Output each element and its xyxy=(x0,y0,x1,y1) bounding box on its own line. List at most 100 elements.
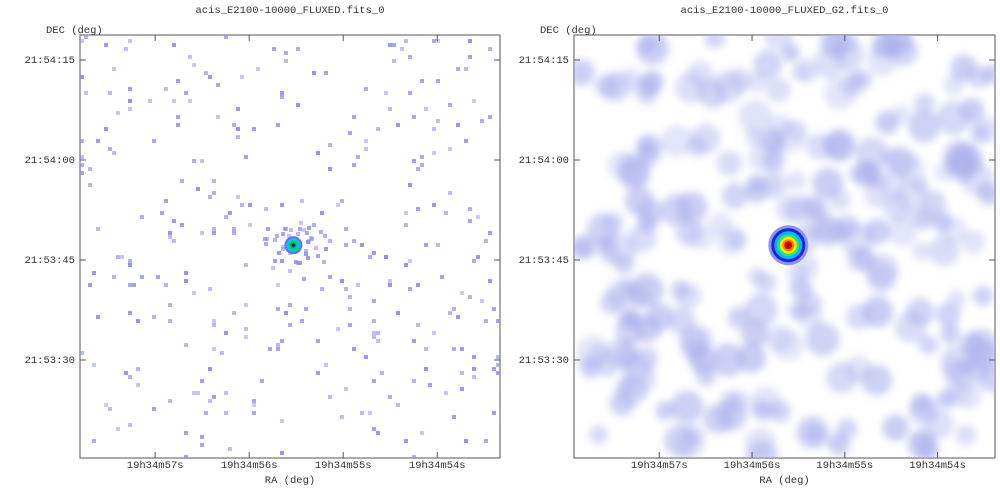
blob xyxy=(710,342,745,377)
pixel xyxy=(288,303,292,307)
pixel xyxy=(164,199,168,203)
pixel xyxy=(128,375,132,379)
pixel xyxy=(368,255,372,259)
pixel xyxy=(208,287,212,291)
pixel xyxy=(364,139,368,143)
pixel xyxy=(280,259,284,263)
pixel xyxy=(316,339,320,343)
pixel xyxy=(284,59,288,63)
pixel xyxy=(388,283,392,287)
pixel xyxy=(416,167,420,171)
pixel xyxy=(472,375,476,379)
pixel xyxy=(328,395,332,399)
pixel xyxy=(306,240,310,244)
pixel xyxy=(92,271,96,275)
pixel xyxy=(276,307,280,311)
pixel xyxy=(328,239,332,243)
y-tick-label: 21:53:45 xyxy=(519,255,569,267)
pixel xyxy=(172,99,176,103)
blob xyxy=(936,100,971,135)
pixel xyxy=(120,255,124,259)
pixel xyxy=(356,283,360,287)
blob xyxy=(776,196,803,223)
blob xyxy=(736,343,767,373)
blob xyxy=(791,62,811,82)
pixel xyxy=(388,279,392,283)
pixel xyxy=(316,371,320,375)
pixel xyxy=(420,431,424,435)
pixel xyxy=(480,299,484,303)
pixel xyxy=(168,235,172,239)
pixel xyxy=(340,415,344,419)
blob xyxy=(911,241,932,261)
pixel xyxy=(472,259,476,263)
blob xyxy=(784,120,807,143)
pixel xyxy=(172,43,176,47)
pixel xyxy=(432,39,436,43)
pixel xyxy=(104,403,108,407)
pixel xyxy=(228,447,232,451)
pixel xyxy=(184,91,188,95)
pixel xyxy=(240,75,244,79)
pixel xyxy=(348,307,352,311)
pixel xyxy=(112,275,116,279)
blob xyxy=(708,212,733,236)
pixel xyxy=(452,347,456,351)
pixel xyxy=(176,79,180,83)
pixel xyxy=(256,67,260,71)
pixel xyxy=(412,455,416,458)
pixel xyxy=(192,63,196,67)
pixel xyxy=(168,303,172,307)
blob xyxy=(655,401,675,421)
pixel xyxy=(468,55,472,59)
pixel xyxy=(312,71,316,75)
blob xyxy=(805,322,840,357)
pixel xyxy=(188,55,192,59)
pixel xyxy=(344,243,348,247)
blob xyxy=(910,208,933,231)
pixel xyxy=(152,139,156,143)
blob xyxy=(635,35,669,65)
source xyxy=(786,243,790,247)
pixel xyxy=(132,283,136,287)
pixel xyxy=(244,303,248,307)
blob xyxy=(636,136,655,156)
image-panel: acis_E2100-10000_FLUXED.fits_0 DEC (deg) R… xyxy=(25,5,501,487)
pixel xyxy=(84,35,88,39)
blob xyxy=(786,262,808,284)
pixel xyxy=(128,423,132,427)
blob xyxy=(670,279,691,300)
blob xyxy=(745,127,766,148)
pixel xyxy=(252,399,256,403)
pixel xyxy=(392,43,396,47)
pixel xyxy=(372,299,376,303)
blob xyxy=(864,182,890,208)
pixel xyxy=(388,43,392,47)
pixel xyxy=(260,379,264,383)
x-axis-label: RA (deg) xyxy=(759,475,809,487)
pixel xyxy=(472,367,476,371)
blob xyxy=(826,361,858,394)
pixel xyxy=(323,234,327,238)
pixel xyxy=(180,223,184,227)
pixel xyxy=(176,115,180,119)
pixel xyxy=(112,67,116,71)
pixel xyxy=(452,307,456,311)
pixel xyxy=(184,455,188,458)
blob xyxy=(875,110,900,135)
blob xyxy=(745,440,779,458)
pixel xyxy=(476,255,480,259)
blob xyxy=(574,59,595,86)
blob xyxy=(769,400,791,423)
pixel xyxy=(140,275,144,279)
pixel xyxy=(152,315,156,319)
pixel xyxy=(277,251,281,255)
pixel xyxy=(408,287,412,291)
pixel xyxy=(281,247,285,251)
pixel xyxy=(328,275,332,279)
pixel xyxy=(464,139,468,143)
pixel xyxy=(280,451,284,455)
pixel xyxy=(236,195,240,199)
pixel xyxy=(324,71,328,75)
pixel xyxy=(348,323,352,327)
